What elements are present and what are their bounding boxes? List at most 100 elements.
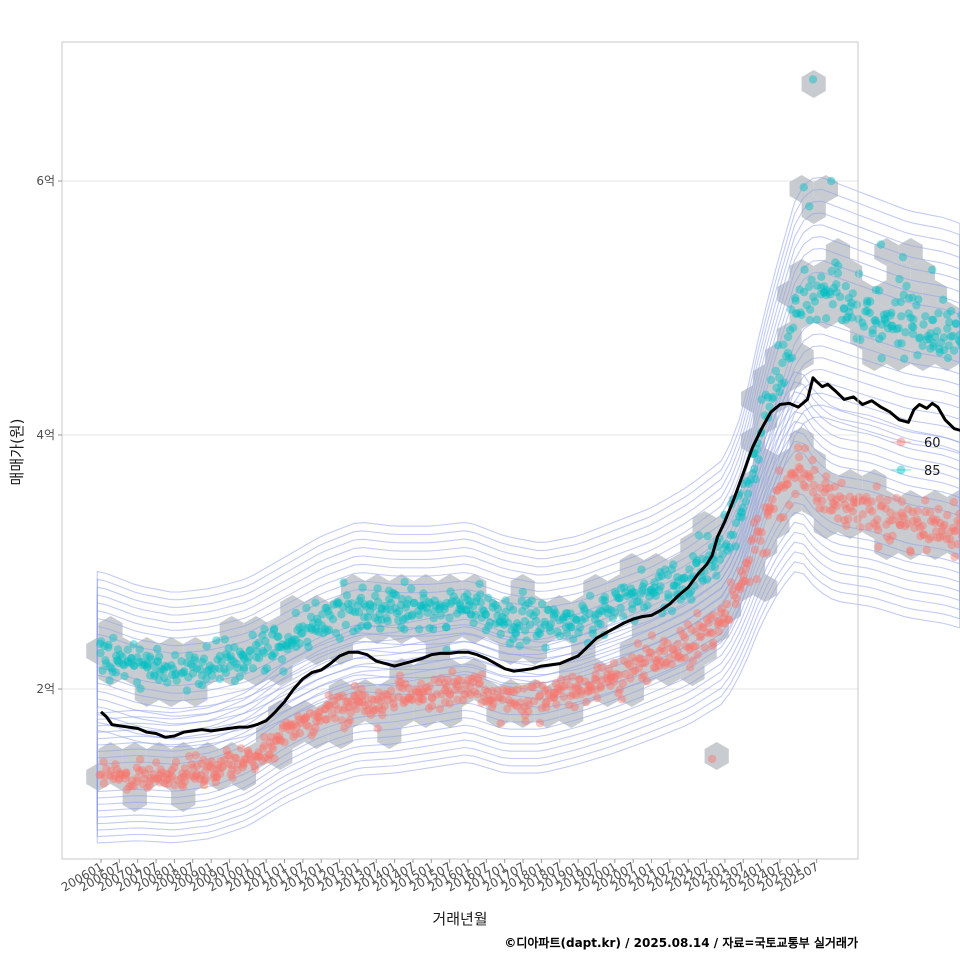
data-point-85: [601, 602, 610, 611]
data-point-85: [213, 655, 222, 664]
data-point-85: [407, 611, 417, 621]
data-point-85: [899, 290, 908, 299]
data-point-60: [732, 594, 741, 603]
data-point-60: [252, 751, 261, 760]
hexbin-cell: [886, 259, 911, 287]
data-point-85: [656, 567, 665, 577]
data-point-60: [440, 697, 450, 707]
data-point-60: [842, 521, 851, 530]
hexbin-cell: [559, 658, 584, 686]
data-point-60: [736, 585, 745, 594]
data-point-60: [192, 761, 202, 771]
data-point-60: [683, 620, 692, 629]
data-point-60: [106, 771, 115, 780]
hexbin-cell: [922, 280, 948, 308]
data-point-60: [135, 755, 145, 764]
data-point-85: [943, 353, 953, 363]
data-point-85: [496, 629, 505, 639]
data-point-85: [260, 625, 269, 634]
data-point-85: [127, 654, 136, 663]
data-point-85: [854, 315, 863, 324]
data-point-60: [373, 724, 382, 733]
data-point-85: [914, 295, 923, 304]
data-point-60: [610, 673, 619, 682]
data-point-60: [442, 683, 451, 692]
data-point-85: [913, 351, 922, 360]
data-point-85: [909, 323, 918, 332]
data-point-85: [611, 589, 621, 599]
data-point-60: [574, 684, 583, 694]
data-point-85: [594, 619, 603, 628]
data-point-60: [634, 663, 644, 673]
data-point-60: [885, 536, 894, 545]
data-point-60: [132, 763, 142, 772]
data-point-85: [371, 591, 380, 601]
data-point-85: [142, 651, 151, 660]
data-point-85: [646, 585, 656, 595]
data-point-85: [363, 621, 372, 630]
data-point-85: [154, 675, 164, 684]
data-point-60: [553, 687, 562, 696]
data-point-60: [688, 642, 698, 651]
data-point-85: [442, 598, 451, 608]
data-point-60: [685, 643, 694, 652]
data-point-85: [925, 334, 934, 344]
data-point-85: [366, 601, 375, 610]
data-point-60: [570, 702, 579, 712]
data-point-85: [172, 669, 181, 678]
data-point-85: [736, 507, 745, 516]
data-point-60: [216, 756, 225, 766]
data-point-60: [112, 765, 122, 774]
data-point-60: [272, 736, 281, 746]
data-point-60: [916, 531, 925, 541]
data-point-85: [484, 622, 493, 631]
data-point-85: [150, 671, 159, 681]
data-point-85: [457, 606, 466, 615]
data-point-60: [686, 663, 695, 672]
data-point-85: [259, 648, 269, 658]
data-point-85: [892, 325, 902, 334]
data-point-60: [577, 687, 586, 696]
data-point-85: [957, 311, 960, 320]
data-point-60: [825, 483, 834, 493]
data-point-60: [550, 689, 559, 698]
data-point-85: [143, 659, 152, 668]
data-point-85: [854, 269, 864, 278]
data-point-85: [906, 313, 915, 322]
data-point-60: [159, 772, 168, 782]
data-point-60: [267, 742, 276, 751]
data-point-60: [199, 780, 209, 790]
data-point-85: [118, 652, 127, 662]
data-point-60: [562, 675, 572, 684]
data-point-60: [197, 759, 206, 768]
data-point-60: [129, 782, 138, 791]
data-point-85: [233, 663, 242, 673]
data-point-60: [223, 751, 232, 760]
data-point-60: [190, 774, 200, 783]
data-point-60: [347, 697, 356, 706]
data-point-60: [877, 501, 887, 511]
data-point-60: [138, 766, 147, 775]
data-point-60: [111, 760, 120, 769]
data-point-85: [112, 651, 121, 661]
data-point-60: [338, 706, 348, 715]
data-point-85: [791, 309, 801, 318]
data-point-60: [418, 687, 428, 696]
data-point-85: [637, 565, 646, 574]
data-point-60: [856, 523, 865, 532]
data-point-60: [506, 698, 515, 707]
data-point-60: [768, 495, 777, 504]
data-point-60: [615, 685, 624, 694]
data-point-60: [191, 751, 200, 760]
data-point-85: [775, 387, 784, 397]
data-point-85: [483, 593, 493, 602]
data-point-60: [330, 696, 339, 705]
data-point-85: [402, 599, 411, 609]
data-point-85: [113, 645, 123, 654]
point-layer: [95, 75, 960, 794]
data-point-85: [319, 629, 328, 638]
data-point-85: [863, 296, 872, 306]
data-point-60: [604, 664, 614, 674]
data-point-85: [246, 645, 255, 655]
data-point-85: [741, 497, 750, 506]
